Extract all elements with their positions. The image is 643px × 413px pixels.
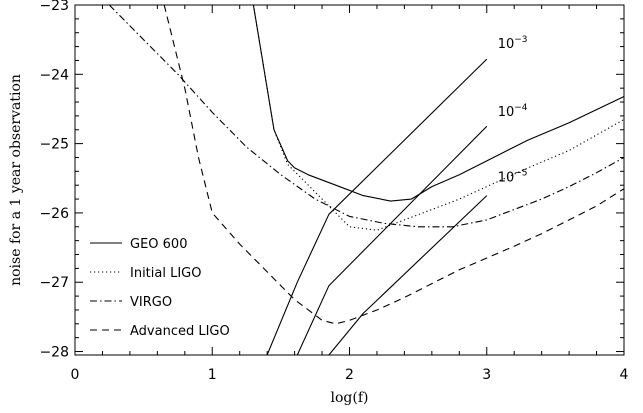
lines [108,5,624,355]
y-tick-label: −23 [39,0,69,14]
series-line [108,5,624,228]
series-line [252,5,624,231]
ticks: 0 1 2 3 4 −28 −27 −26 −25 −24 −23 [39,0,628,383]
x-tick-label: 1 [208,367,217,383]
y-tick-label: −28 [39,345,69,361]
legend: GEO 600 Initial LIGO VIRGO Advanced LIGO [90,237,230,339]
curve-annotation: 10−3 [498,35,528,52]
series-line [296,125,488,355]
y-tick-label: −27 [39,275,69,291]
legend-label: Advanced LIGO [130,324,230,339]
x-tick-label: 4 [620,367,629,383]
x-tick-label: 2 [345,367,354,383]
y-tick-label: −24 [39,67,69,83]
x-tick-label: 0 [71,367,80,383]
series-line [328,195,488,355]
legend-label: Initial LIGO [130,266,202,281]
y-tick-label: −26 [39,206,69,222]
y-axis-title: noise for a 1 year observation [8,74,24,286]
series-line [266,58,488,355]
y-tick-label: −25 [39,137,69,153]
series-line [163,5,624,325]
x-tick-label: 3 [482,367,491,383]
annotations: 10−3 10−4 10−5 [498,35,528,186]
curve-annotation: 10−4 [498,103,528,120]
series-line [252,5,624,202]
curve-annotation: 10−5 [498,169,528,186]
legend-label: GEO 600 [130,237,187,252]
x-axis-title: log(f) [331,390,369,406]
legend-label: VIRGO [130,295,172,310]
